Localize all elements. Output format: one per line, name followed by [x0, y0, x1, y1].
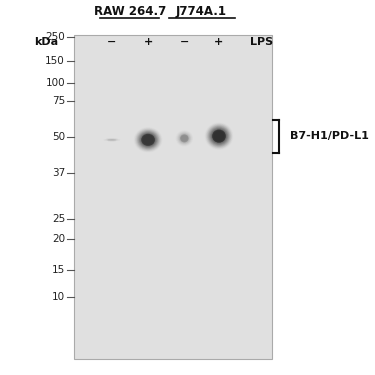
- Ellipse shape: [208, 125, 230, 147]
- Ellipse shape: [180, 134, 189, 142]
- Ellipse shape: [139, 132, 157, 148]
- Ellipse shape: [180, 134, 189, 142]
- Ellipse shape: [213, 130, 225, 142]
- Ellipse shape: [138, 131, 158, 148]
- Text: 150: 150: [45, 56, 65, 66]
- Ellipse shape: [138, 130, 159, 149]
- Ellipse shape: [207, 124, 231, 148]
- Text: 100: 100: [45, 78, 65, 88]
- Ellipse shape: [181, 135, 188, 141]
- Ellipse shape: [214, 131, 224, 141]
- Text: 20: 20: [52, 234, 65, 244]
- Ellipse shape: [136, 129, 160, 150]
- Ellipse shape: [140, 133, 156, 147]
- Ellipse shape: [212, 130, 226, 142]
- Text: 25: 25: [52, 214, 65, 224]
- Ellipse shape: [212, 130, 225, 142]
- Text: 50: 50: [52, 132, 65, 142]
- Text: −: −: [180, 37, 189, 46]
- Text: 75: 75: [52, 96, 65, 106]
- Ellipse shape: [209, 126, 230, 146]
- Text: +: +: [214, 37, 223, 46]
- Ellipse shape: [141, 134, 155, 146]
- Text: J774A.1: J774A.1: [176, 5, 227, 18]
- Ellipse shape: [181, 135, 188, 142]
- Ellipse shape: [140, 132, 157, 147]
- Ellipse shape: [141, 134, 154, 146]
- Text: +: +: [144, 37, 153, 46]
- Text: 37: 37: [52, 168, 65, 178]
- Ellipse shape: [142, 135, 154, 145]
- Ellipse shape: [108, 139, 116, 141]
- Ellipse shape: [210, 128, 228, 145]
- Ellipse shape: [137, 130, 159, 150]
- Text: −: −: [107, 37, 117, 46]
- Text: kDa: kDa: [34, 37, 58, 46]
- Text: 250: 250: [45, 32, 65, 42]
- Ellipse shape: [210, 128, 228, 144]
- Text: RAW 264.7: RAW 264.7: [94, 5, 166, 18]
- Ellipse shape: [212, 129, 226, 143]
- Text: LPS: LPS: [250, 37, 273, 46]
- Text: 10: 10: [52, 292, 65, 302]
- Bar: [74, 35, 272, 359]
- Ellipse shape: [141, 134, 155, 146]
- Text: 15: 15: [52, 265, 65, 275]
- Ellipse shape: [209, 127, 229, 146]
- Text: B7-H1/PD-L1: B7-H1/PD-L1: [290, 131, 369, 141]
- Ellipse shape: [180, 135, 189, 142]
- Ellipse shape: [211, 129, 227, 144]
- Ellipse shape: [207, 125, 231, 147]
- Ellipse shape: [143, 135, 153, 144]
